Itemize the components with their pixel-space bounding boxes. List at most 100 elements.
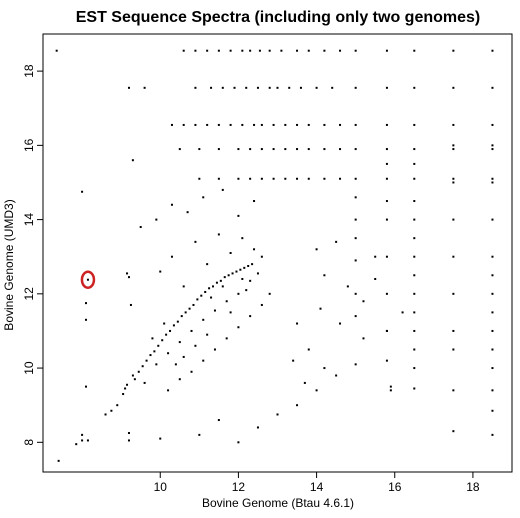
data-point (163, 322, 166, 325)
data-point (104, 413, 107, 416)
data-point (385, 123, 388, 126)
data-point (256, 426, 259, 429)
y-tick-label: 18 (22, 64, 36, 78)
data-point (153, 350, 156, 353)
data-point (241, 49, 244, 52)
data-point (176, 320, 179, 323)
data-point (141, 365, 144, 368)
data-point (192, 303, 195, 306)
data-point (268, 86, 271, 89)
data-point (491, 177, 494, 180)
data-point (84, 302, 87, 305)
data-point (452, 430, 455, 433)
data-point (413, 348, 416, 351)
data-point (354, 218, 357, 221)
data-point (116, 404, 119, 407)
data-point (268, 49, 271, 52)
data-point (143, 86, 146, 89)
data-point (385, 200, 388, 203)
data-point (253, 123, 256, 126)
data-point (149, 354, 152, 357)
data-point (335, 374, 338, 377)
data-point (315, 86, 318, 89)
data-point (296, 49, 299, 52)
data-point (346, 285, 349, 288)
data-point (491, 409, 494, 412)
y-axis-label: Bovine Genome (UMD3) (2, 199, 16, 330)
data-point (174, 363, 177, 366)
data-point (260, 148, 263, 151)
data-point (413, 292, 416, 295)
data-point (170, 203, 173, 206)
data-point (133, 378, 136, 381)
data-point (167, 352, 170, 355)
data-point (385, 218, 388, 221)
data-point (137, 370, 140, 373)
data-point (223, 276, 226, 279)
data-point (217, 49, 220, 52)
data-point (362, 300, 365, 303)
data-point (155, 218, 158, 221)
data-point (247, 264, 250, 267)
data-point (200, 294, 203, 297)
data-point (284, 148, 287, 151)
data-point (339, 322, 342, 325)
data-point (249, 315, 252, 318)
data-point (167, 389, 170, 392)
data-point (354, 237, 357, 240)
data-point (260, 303, 263, 306)
data-point (194, 49, 197, 52)
data-point (413, 255, 416, 258)
x-tick-label: 10 (154, 480, 168, 494)
data-point (233, 86, 236, 89)
data-point (178, 341, 181, 344)
data-point (253, 200, 256, 203)
data-point (188, 307, 191, 310)
data-point (198, 177, 201, 180)
data-point (413, 311, 416, 314)
data-point (229, 311, 232, 314)
data-point (413, 237, 416, 240)
data-point (315, 389, 318, 392)
data-point (303, 381, 306, 384)
data-point (385, 292, 388, 295)
data-point (217, 177, 220, 180)
data-point (237, 326, 240, 329)
data-point (413, 387, 416, 390)
data-point (288, 86, 291, 89)
data-point (268, 292, 271, 295)
data-point (307, 348, 310, 351)
data-point (323, 49, 326, 52)
data-point (190, 370, 193, 373)
data-point (354, 363, 357, 366)
data-point (335, 240, 338, 243)
data-point (354, 123, 357, 126)
data-point (452, 123, 455, 126)
data-point (331, 86, 334, 89)
data-point (86, 439, 89, 442)
data-point (452, 177, 455, 180)
data-point (452, 144, 455, 147)
data-point (401, 311, 404, 314)
data-point (491, 367, 494, 370)
data-point (210, 86, 213, 89)
data-point (413, 200, 416, 203)
data-point (229, 49, 232, 52)
data-point (319, 307, 322, 310)
data-point (452, 292, 455, 295)
data-point (124, 387, 127, 390)
data-point (491, 148, 494, 151)
data-point (260, 255, 263, 258)
data-point (491, 348, 494, 351)
data-point (284, 177, 287, 180)
data-point (194, 240, 197, 243)
data-point (362, 337, 365, 340)
data-point (413, 49, 416, 52)
data-point (339, 123, 342, 126)
data-point (491, 218, 494, 221)
data-point (241, 123, 244, 126)
data-point (55, 49, 58, 52)
data-point (190, 329, 193, 332)
data-point (127, 439, 130, 442)
data-point (491, 311, 494, 314)
